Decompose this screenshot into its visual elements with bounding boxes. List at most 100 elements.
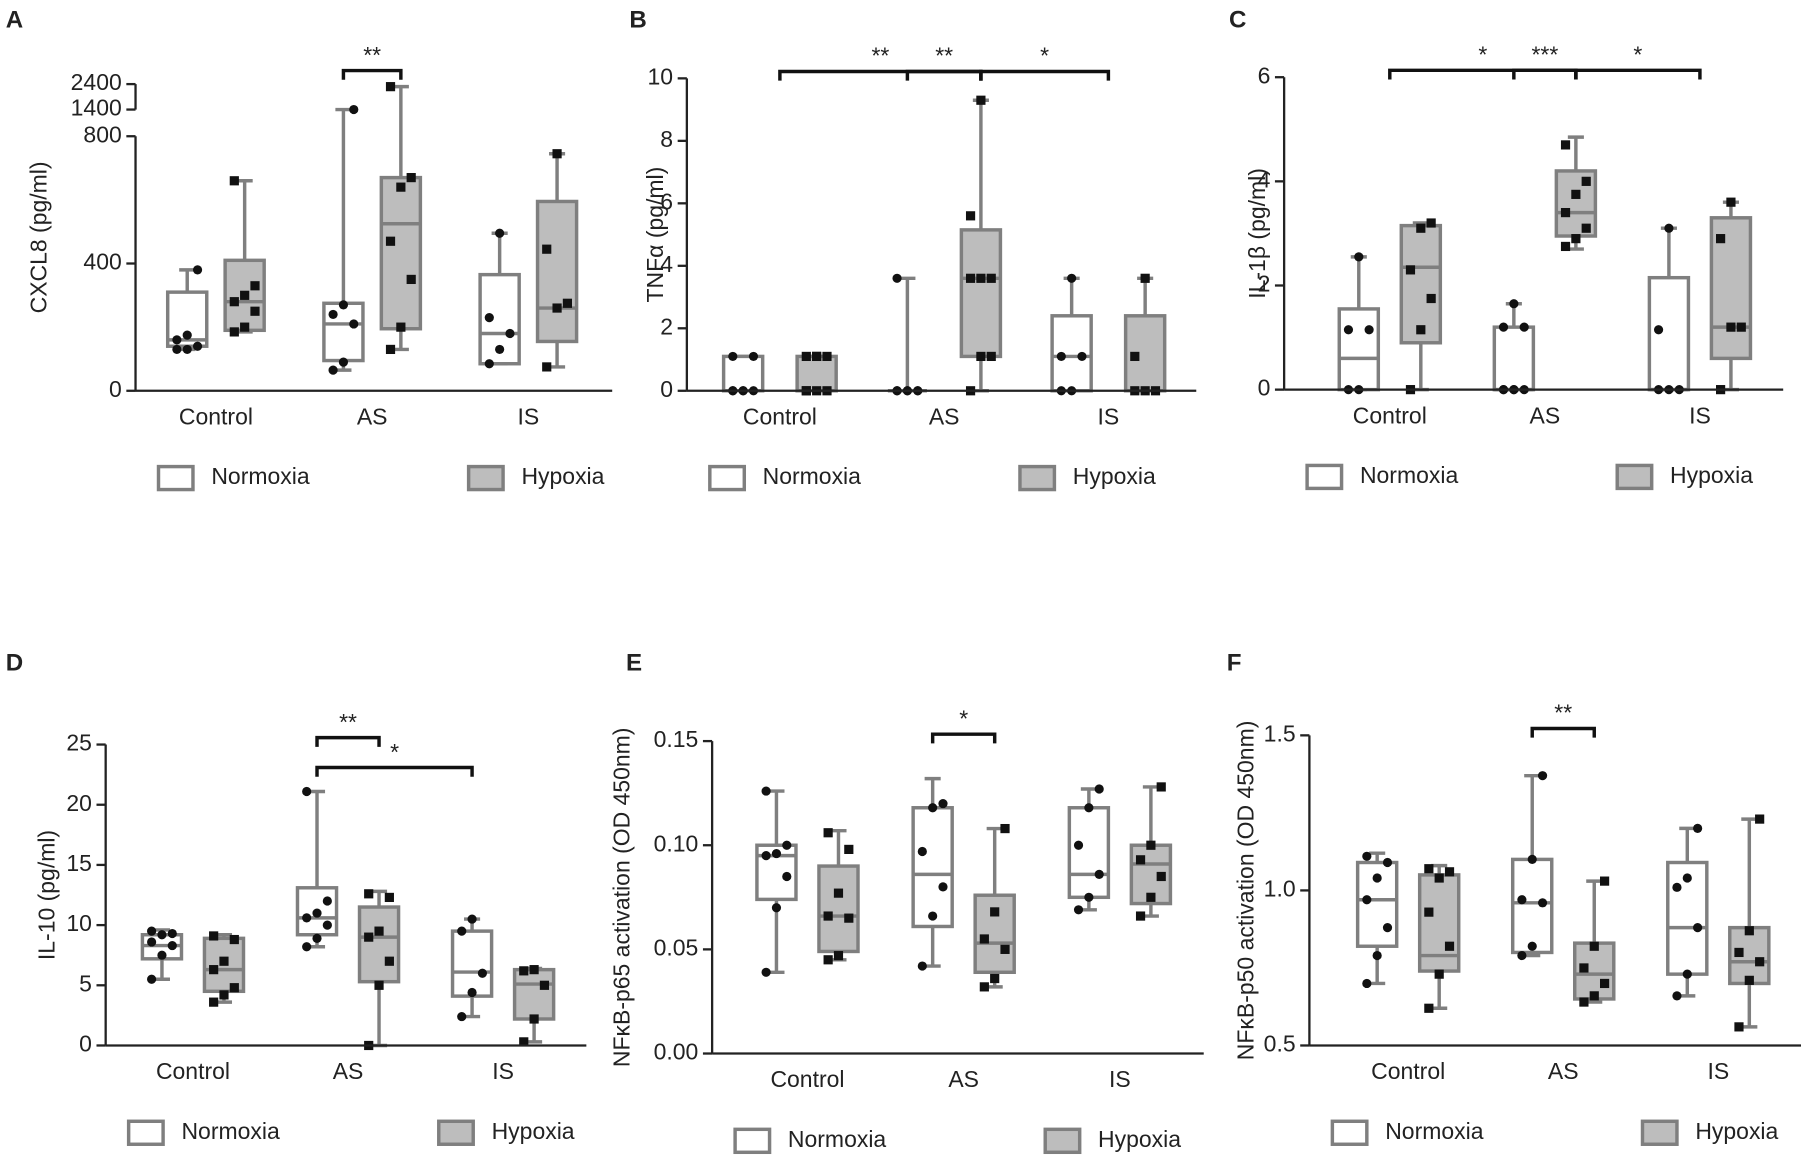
y-tick-label: 1400 — [71, 95, 122, 121]
point — [1682, 969, 1692, 979]
point — [552, 303, 562, 313]
legend-label: Normoxia — [211, 463, 310, 489]
point — [1444, 941, 1455, 951]
point — [823, 911, 833, 921]
point — [986, 273, 996, 283]
series-1 — [202, 889, 556, 1051]
significance-bracket — [315, 735, 381, 747]
point — [1094, 869, 1104, 879]
legend-label: Hypoxia — [521, 463, 604, 489]
point — [1519, 322, 1529, 332]
point — [976, 95, 986, 105]
point — [1579, 997, 1589, 1007]
significance-bracket — [341, 68, 403, 80]
point — [782, 871, 792, 882]
y-tick-label: 0 — [109, 376, 122, 402]
box — [379, 175, 423, 331]
significance-label: * — [959, 705, 968, 731]
point — [938, 882, 948, 892]
significance-label: * — [1478, 42, 1487, 68]
box — [1337, 307, 1381, 392]
point — [1589, 941, 1599, 951]
point — [1424, 907, 1434, 917]
box — [450, 929, 494, 998]
point — [182, 330, 192, 340]
point — [748, 351, 759, 362]
point — [1498, 322, 1509, 332]
point — [1382, 923, 1393, 933]
point — [364, 889, 374, 899]
point — [147, 926, 157, 936]
y-tick-label: 0.10 — [654, 830, 699, 856]
legend-swatch — [733, 1127, 772, 1155]
y-tick-label: 0.15 — [654, 726, 699, 752]
point — [312, 933, 322, 943]
point — [917, 961, 927, 971]
series-0 — [140, 786, 494, 1022]
legend-swatch — [1018, 464, 1057, 492]
point — [1135, 911, 1146, 921]
y-tick-label: 10 — [648, 63, 674, 89]
y-tick-label: 0.05 — [654, 934, 699, 960]
point — [192, 265, 203, 275]
point — [965, 273, 976, 283]
x-tick-label: Control — [1353, 402, 1427, 428]
point — [147, 937, 157, 947]
y-tick-label: 15 — [66, 850, 92, 876]
point — [1527, 854, 1537, 865]
y-tick-label: 6 — [660, 188, 673, 214]
point — [1726, 322, 1736, 332]
x-tick-label: AS — [929, 403, 960, 429]
point — [562, 298, 573, 308]
point — [1589, 991, 1599, 1001]
point — [1077, 351, 1087, 362]
point — [1537, 898, 1548, 908]
point — [302, 786, 312, 797]
point — [302, 942, 312, 952]
point — [801, 351, 811, 362]
point — [1581, 176, 1591, 186]
box — [959, 228, 1003, 359]
point — [338, 357, 349, 367]
point — [505, 328, 515, 339]
point — [349, 104, 359, 115]
point — [484, 359, 494, 369]
y-axis-label: NFκB-p65 activation (OD 450nm) — [609, 728, 635, 1068]
point — [1084, 892, 1094, 902]
point — [938, 798, 948, 809]
box — [1399, 223, 1443, 345]
point — [495, 228, 505, 238]
point — [209, 997, 219, 1007]
point — [542, 244, 552, 254]
point — [1362, 895, 1372, 905]
point — [229, 297, 239, 307]
point — [1672, 991, 1682, 1001]
y-axis-label: IL-1β (pg/ml) — [1244, 168, 1270, 299]
significance-label: * — [1633, 42, 1642, 68]
point — [385, 236, 396, 246]
point — [990, 973, 1000, 984]
point — [457, 926, 467, 936]
point — [519, 1037, 529, 1047]
x-tick-label: IS — [492, 1058, 514, 1084]
legend-label: Normoxia — [181, 1118, 280, 1144]
significance-label: *** — [1531, 42, 1558, 68]
point — [1571, 189, 1581, 199]
y-tick-label: 5 — [79, 970, 92, 996]
point — [229, 176, 239, 186]
point — [1560, 207, 1571, 218]
point — [1073, 840, 1084, 850]
series-0 — [755, 776, 1111, 977]
point — [374, 980, 384, 990]
legend-swatch — [1640, 1119, 1679, 1146]
point — [1726, 197, 1736, 207]
point — [844, 913, 854, 923]
point — [1362, 978, 1372, 989]
point — [312, 908, 322, 918]
point — [1426, 218, 1436, 228]
series-1 — [1417, 814, 1771, 1032]
box — [535, 199, 579, 344]
point — [1517, 950, 1527, 961]
point — [406, 274, 416, 285]
